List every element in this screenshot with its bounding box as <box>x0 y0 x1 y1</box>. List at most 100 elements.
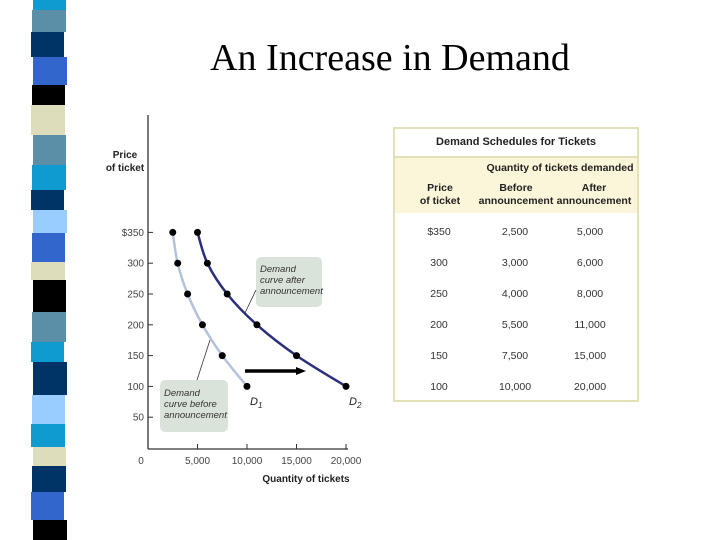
stripe-segment <box>31 342 64 362</box>
data-point <box>169 228 177 236</box>
data-point <box>342 382 350 390</box>
after-leader-line <box>244 289 257 314</box>
before-annotation-box <box>160 380 228 432</box>
x-tick-label: 0 <box>138 456 144 467</box>
table-row: 150 7,500 15,000 <box>395 350 637 364</box>
table-cell: 3,000 <box>501 257 529 269</box>
table-cell: 250 <box>430 288 448 300</box>
col-header-before: Before announcement <box>478 182 554 207</box>
y-tick-label: 250 <box>127 290 144 301</box>
demand-schedule-table: Demand Schedules for Tickets Quantity of… <box>393 127 639 402</box>
d1-label: D1 <box>250 396 262 410</box>
data-point <box>218 352 226 360</box>
arrowhead-icon <box>296 367 306 375</box>
col-header-price: Price of ticket <box>419 182 461 207</box>
after-annotation-box <box>256 257 322 307</box>
table-cell: 4,000 <box>501 288 529 300</box>
slide-title: An Increase in Demand <box>210 37 570 79</box>
stripe-segment <box>31 424 65 447</box>
y-tick-label: 150 <box>127 351 144 362</box>
svg-text:curve before: curve before <box>164 399 217 410</box>
table-cell: 150 <box>430 350 448 362</box>
data-point <box>198 321 206 329</box>
stripe-segment <box>31 190 64 210</box>
svg-text:announcement: announcement <box>164 410 227 421</box>
table-cell: 8,000 <box>576 288 604 300</box>
y-axis-label-2: of ticket <box>106 163 145 174</box>
stripe-segment <box>33 520 67 540</box>
table-cell: 7,500 <box>501 350 529 362</box>
stripe-segment <box>32 165 66 190</box>
table-cell: 5,500 <box>501 319 529 331</box>
y-tick-label: 50 <box>133 413 145 424</box>
y-tick-label: 200 <box>127 320 144 331</box>
table-row: 100 10,000 20,000 <box>395 381 637 395</box>
y-tick-label: 100 <box>127 382 144 393</box>
y-ticks: 50 100 150 200 250 300 $350 <box>122 228 153 424</box>
stripe-segment <box>32 395 65 424</box>
svg-text:curve after: curve after <box>260 275 306 286</box>
table-cell: 2,500 <box>501 226 529 238</box>
stripe-segment <box>33 280 66 312</box>
x-ticks: 0 5,000 10,000 15,000 20,000 <box>138 444 362 467</box>
decorative-stripe-bar <box>0 0 80 540</box>
data-point <box>174 259 182 267</box>
table-cell: 6,000 <box>576 257 604 269</box>
stripe-segment <box>32 312 66 342</box>
col-header-after: After announcement <box>556 182 632 207</box>
x-tick-label: 15,000 <box>281 456 312 467</box>
table-cell: 15,000 <box>573 350 607 362</box>
svg-text:Demand: Demand <box>164 388 201 399</box>
y-tick-label: 300 <box>127 259 144 270</box>
stripe-segment <box>31 32 64 57</box>
svg-text:announcement: announcement <box>260 286 323 297</box>
data-point <box>253 321 261 329</box>
data-point <box>194 228 201 236</box>
y-axis-label: Price <box>113 150 138 161</box>
stripe-segment <box>32 466 66 492</box>
stripe-segment <box>33 210 67 233</box>
data-point <box>184 290 192 298</box>
table-cell: $350 <box>427 226 451 238</box>
data-point <box>243 382 251 390</box>
demand-curve-d2 <box>196 232 347 388</box>
stripe-segment <box>33 135 66 165</box>
stripe-segment <box>32 10 66 32</box>
table-cell: 10,000 <box>498 381 532 393</box>
x-tick-label: 10,000 <box>232 456 263 467</box>
x-tick-label: 20,000 <box>331 456 362 467</box>
table-cell: 20,000 <box>573 381 607 393</box>
stripe-segment <box>31 262 65 280</box>
table-row: 200 5,500 11,000 <box>395 319 637 333</box>
stripe-segment <box>31 492 64 520</box>
stripe-segment <box>33 447 66 466</box>
table-cell: 200 <box>430 319 448 331</box>
stripe-segment <box>31 105 65 135</box>
stripe-segment <box>33 57 67 85</box>
stripe-segment <box>32 85 65 105</box>
table-row: $350 2,500 5,000 <box>395 226 637 240</box>
data-point <box>223 290 231 298</box>
data-point <box>203 259 211 267</box>
x-tick-label: 5,000 <box>185 456 210 467</box>
stripe-segment <box>33 0 66 10</box>
before-leader-line <box>196 339 211 381</box>
stripe-segment <box>33 362 67 395</box>
group-header: Quantity of tickets demanded <box>486 162 634 174</box>
svg-text:Demand: Demand <box>260 264 297 275</box>
stripe-segment <box>32 233 65 262</box>
data-points <box>169 228 350 390</box>
table-cell: 100 <box>430 381 448 393</box>
demand-chart: 50 100 150 200 250 300 $350 0 5,000 10,000 15,000… <box>106 115 362 485</box>
demand-curve-d1 <box>171 232 248 388</box>
table-cell: 11,000 <box>574 319 606 331</box>
y-tick-label: $350 <box>122 228 145 239</box>
data-point <box>293 352 300 360</box>
table-cell: 5,000 <box>576 226 604 238</box>
table-cell: 300 <box>430 257 448 269</box>
table-row: 250 4,000 8,000 <box>395 288 637 302</box>
table-header: Quantity of tickets demanded Price of ti… <box>395 158 637 213</box>
x-axis-label: Quantity of tickets <box>262 474 350 485</box>
